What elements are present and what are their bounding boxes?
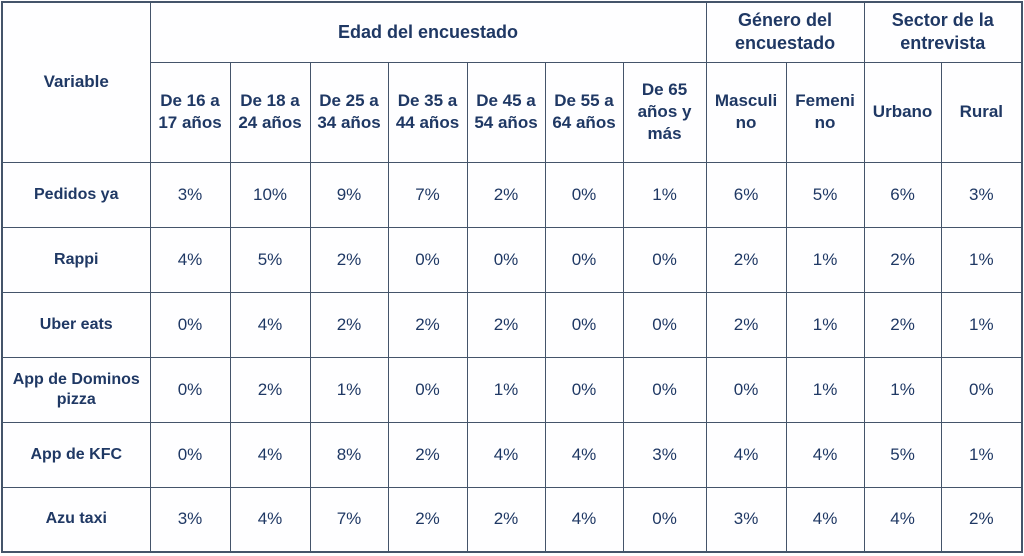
value-cell: 2% [387,486,468,553]
table-row-pedidos-ya: Pedidos ya 3% 10% 9% 7% 2% 0% 1% 6% 5% 6… [1,161,1023,228]
value-cell: 4% [785,421,865,488]
value-cell: 4% [544,486,624,553]
row-label: Pedidos ya [1,161,151,228]
value-cell: 4% [229,421,311,488]
row-label: Rappi [1,226,151,293]
value-cell: 4% [466,421,546,488]
value-cell: 2% [387,421,468,488]
value-cell: 0% [149,291,231,358]
value-cell: 0% [622,291,707,358]
column-header-35-44: De 35 a 44 años [387,61,468,163]
value-cell: 5% [863,421,942,488]
value-cell: 5% [785,161,865,228]
value-cell: 0% [622,356,707,423]
value-cell: 3% [705,486,787,553]
value-cell: 0% [544,291,624,358]
column-header-18-24: De 18 a 24 años [229,61,311,163]
value-cell: 2% [863,291,942,358]
value-cell: 0% [387,356,468,423]
row-label: Uber eats [1,291,151,358]
group-header-sector: Sector de la entrevista [863,1,1023,63]
value-cell: 2% [863,226,942,293]
value-cell: 0% [622,226,707,293]
column-header-masculino: Masculino [705,61,787,163]
table-row-azu-taxi: Azu taxi 3% 4% 7% 2% 2% 4% 0% 3% 4% 4% 2… [1,486,1023,553]
table-row-app-kfc: App de KFC 0% 4% 8% 2% 4% 4% 3% 4% 4% 5%… [1,421,1023,488]
value-cell: 2% [940,486,1023,553]
value-cell: 1% [785,291,865,358]
value-cell: 5% [229,226,311,293]
column-header-urbano: Urbano [863,61,942,163]
value-cell: 4% [229,486,311,553]
value-cell: 3% [622,421,707,488]
table-row-app-dominos: App de Dominos pizza 0% 2% 1% 0% 1% 0% 0… [1,356,1023,423]
value-cell: 1% [940,226,1023,293]
value-cell: 4% [229,291,311,358]
value-cell: 4% [863,486,942,553]
value-cell: 4% [705,421,787,488]
value-cell: 0% [940,356,1023,423]
table-row-rappi: Rappi 4% 5% 2% 0% 0% 0% 0% 2% 1% 2% 1% [1,226,1023,293]
value-cell: 9% [309,161,389,228]
value-cell: 1% [466,356,546,423]
value-cell: 3% [940,161,1023,228]
value-cell: 2% [229,356,311,423]
sub-header-row: De 16 a 17 años De 18 a 24 años De 25 a … [2,61,1023,163]
value-cell: 2% [309,226,389,293]
value-cell: 1% [309,356,389,423]
value-cell: 1% [863,356,942,423]
value-cell: 3% [149,161,231,228]
column-header-45-54: De 45 a 54 años [466,61,546,163]
value-cell: 2% [466,486,546,553]
value-cell: 0% [544,226,624,293]
row-label: App de Dominos pizza [1,356,151,423]
group-header-edad: Edad del encuestado [149,1,707,63]
value-cell: 0% [544,356,624,423]
value-cell: 6% [705,161,787,228]
value-cell: 0% [149,356,231,423]
value-cell: 2% [705,226,787,293]
value-cell: 7% [309,486,389,553]
value-cell: 8% [309,421,389,488]
value-cell: 2% [387,291,468,358]
value-cell: 4% [544,421,624,488]
column-header-16-17: De 16 a 17 años [149,61,231,163]
value-cell: 1% [940,421,1023,488]
value-cell: 0% [544,161,624,228]
value-cell: 1% [940,291,1023,358]
value-cell: 0% [466,226,546,293]
row-label: Azu taxi [1,486,151,553]
row-label: App de KFC [1,421,151,488]
value-cell: 0% [149,421,231,488]
table-row-uber-eats: Uber eats 0% 4% 2% 2% 2% 0% 0% 2% 1% 2% … [1,291,1023,358]
value-cell: 0% [705,356,787,423]
value-cell: 2% [466,161,546,228]
variable-column-header: Variable [1,1,151,163]
column-header-65-mas: De 65 años y más [622,61,707,163]
value-cell: 2% [705,291,787,358]
column-header-femenino: Femenino [785,61,865,163]
value-cell: 3% [149,486,231,553]
column-header-rural: Rural [940,61,1023,163]
value-cell: 4% [785,486,865,553]
value-cell: 2% [466,291,546,358]
group-header-genero: Género del encuestado [705,1,865,63]
group-header-row: Variable Edad del encuestado Género del … [1,1,1023,163]
value-cell: 7% [387,161,468,228]
column-header-55-64: De 55 a 64 años [544,61,624,163]
value-cell: 0% [622,486,707,553]
value-cell: 4% [149,226,231,293]
value-cell: 2% [309,291,389,358]
column-header-25-34: De 25 a 34 años [309,61,389,163]
value-cell: 0% [387,226,468,293]
value-cell: 1% [785,226,865,293]
value-cell: 6% [863,161,942,228]
value-cell: 1% [785,356,865,423]
value-cell: 10% [229,161,311,228]
value-cell: 1% [622,161,707,228]
